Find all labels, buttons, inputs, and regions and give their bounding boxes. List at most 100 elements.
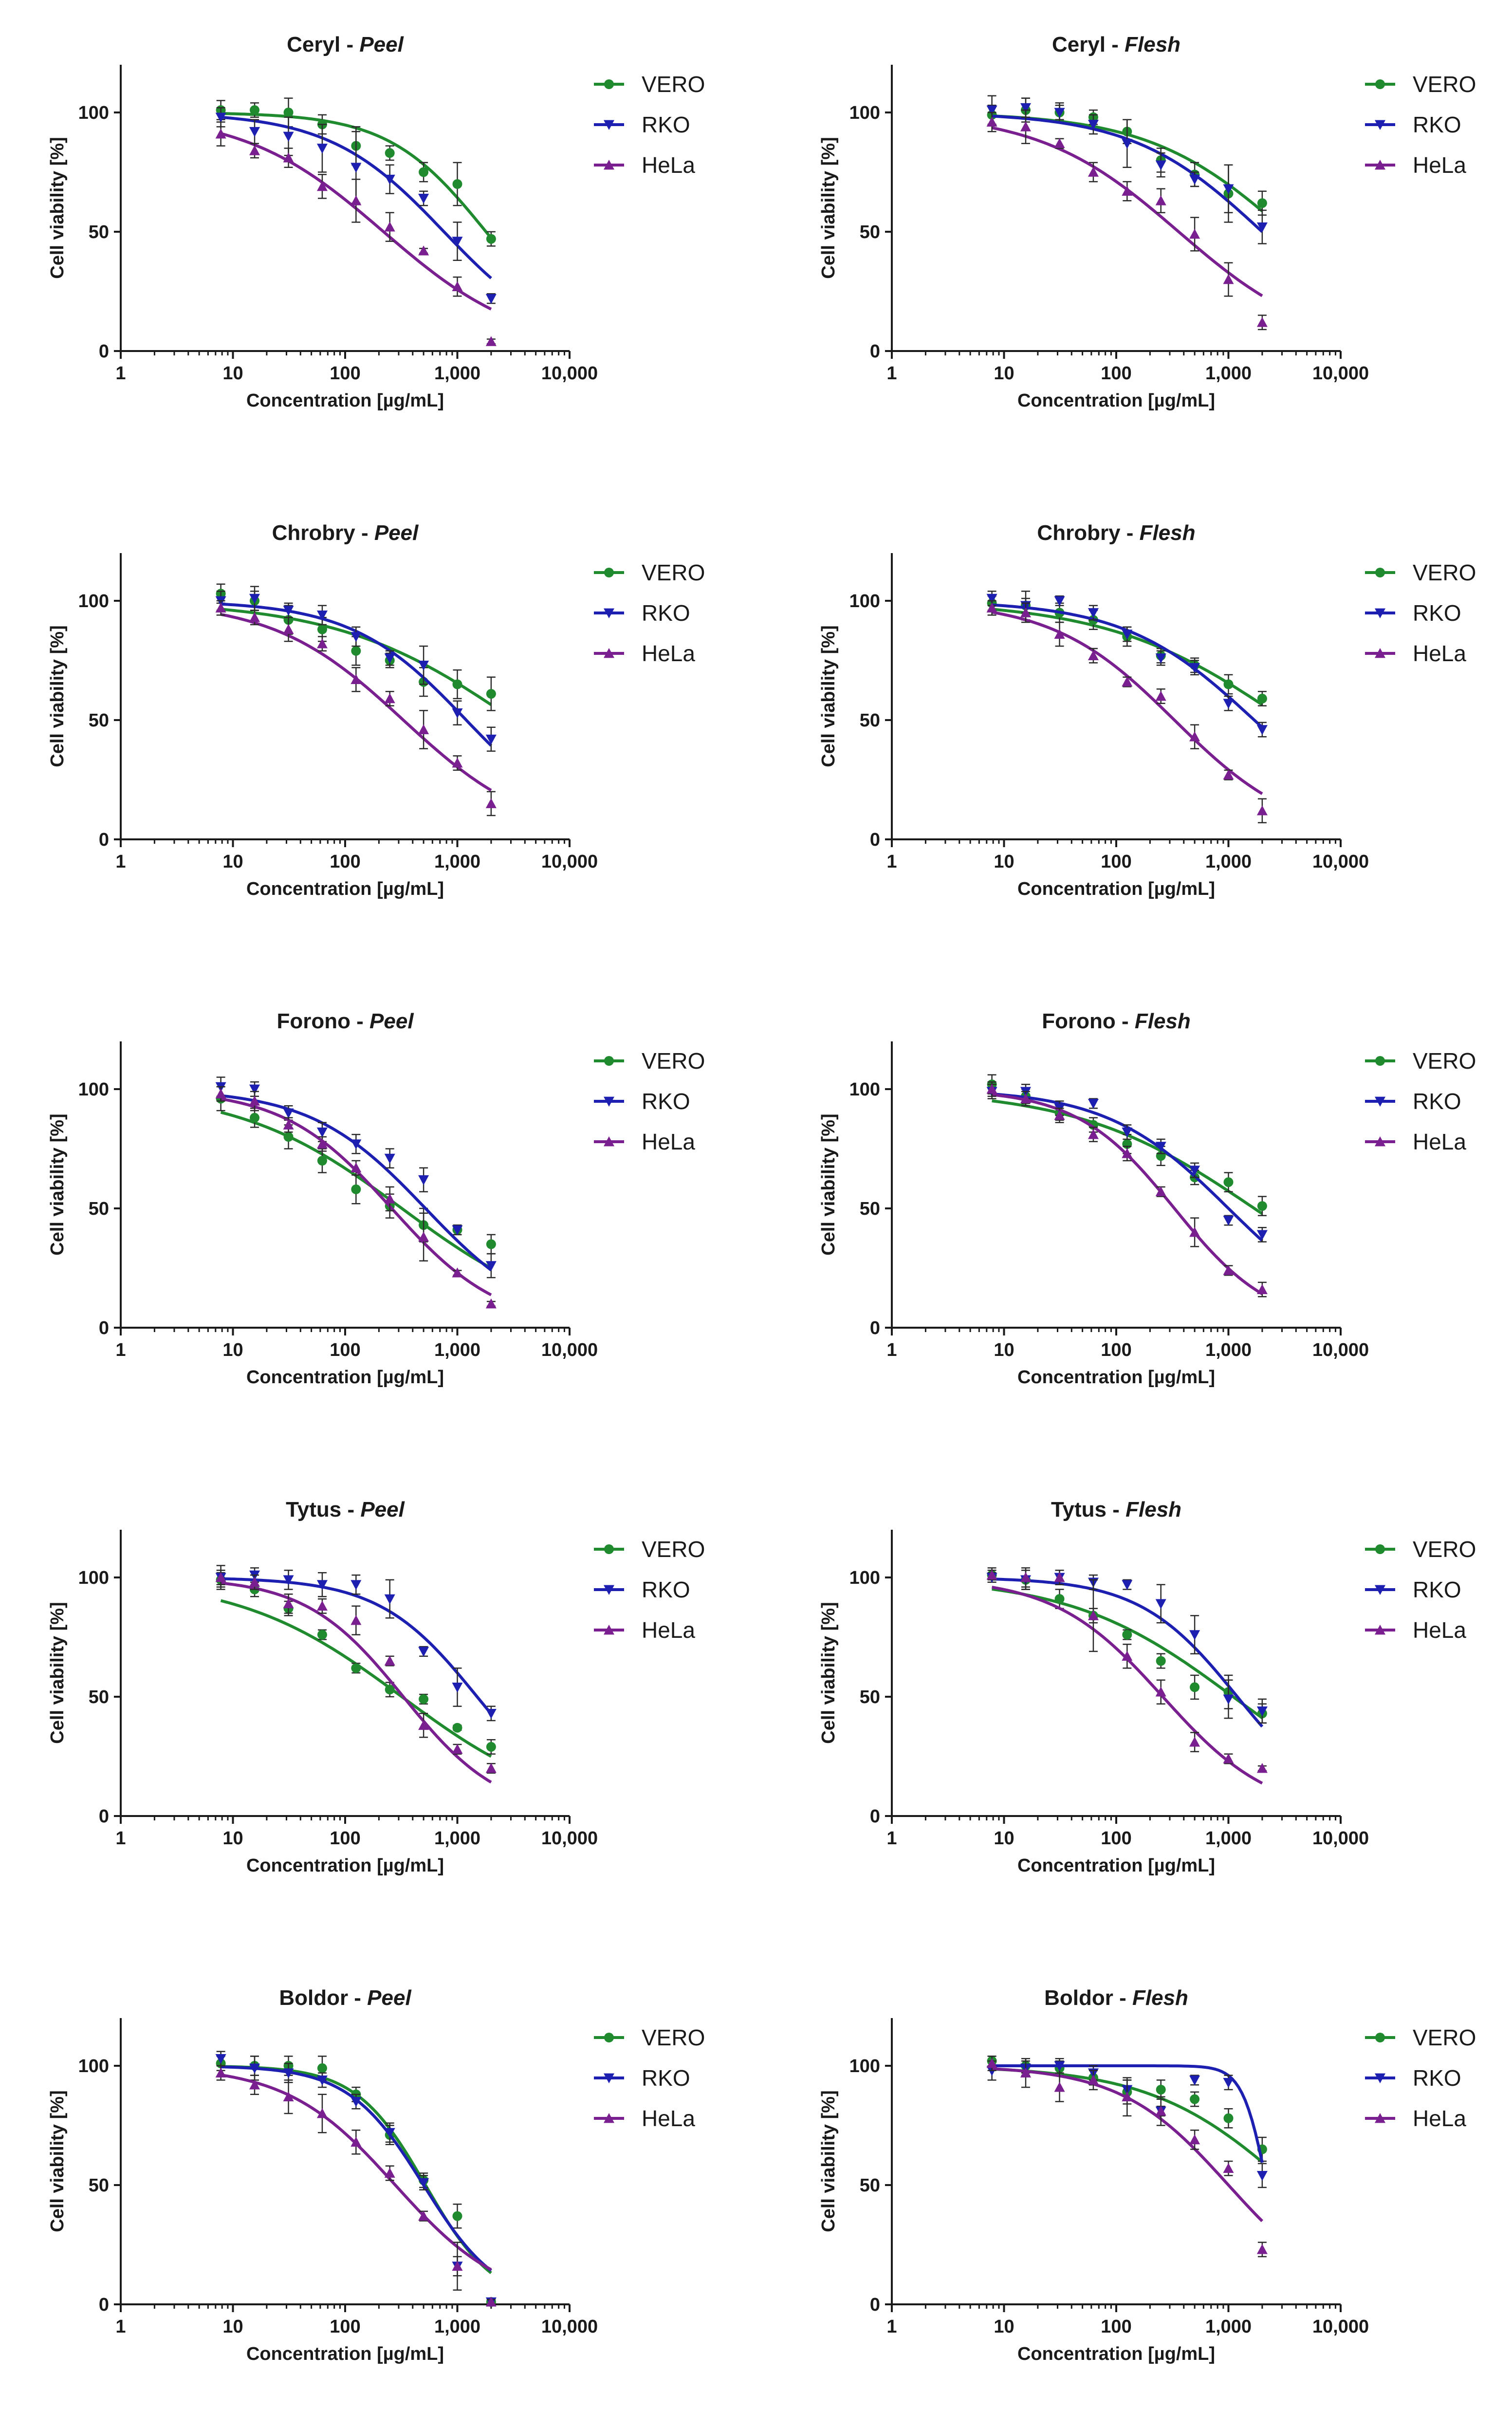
data-point-hela: [249, 1576, 260, 1587]
y-tick-label: 0: [99, 1318, 109, 1338]
data-point-hela: [316, 2108, 328, 2118]
x-tick-label: 100: [330, 2317, 360, 2337]
data-point-vero: [452, 1723, 462, 1733]
data-point-vero: [419, 167, 429, 177]
series-hela: [215, 600, 497, 816]
legend-marker-hela: [1375, 1625, 1385, 1635]
legend-label-rko: RKO: [642, 1089, 690, 1114]
data-point-rko: [283, 1108, 294, 1118]
legend-label-hela: HeLa: [642, 2106, 695, 2131]
data-point-hela: [1189, 2134, 1200, 2145]
chart-title: Ceryl - Flesh: [1052, 33, 1180, 56]
chart-title-sub: Flesh: [1132, 1986, 1188, 2010]
chart-title-sub: Flesh: [1125, 33, 1180, 56]
x-axis-label: Concentration [µg/mL]: [1017, 1367, 1215, 1388]
legend: VERO RKO HeLa: [594, 1048, 705, 1154]
data-point-hela: [485, 1298, 497, 1309]
data-point-hela: [249, 612, 260, 622]
legend-label-hela: HeLa: [1413, 2106, 1466, 2131]
data-point-rko: [452, 1683, 463, 1693]
legend: VERO RKO HeLa: [594, 2025, 705, 2131]
legend-marker-hela: [604, 648, 614, 658]
x-tick-label: 10: [994, 1828, 1014, 1849]
data-point-vero: [1122, 1630, 1132, 1640]
data-point-hela: [249, 2079, 260, 2090]
data-point-hela: [215, 2067, 226, 2078]
chart-title-sub: Peel: [360, 1498, 405, 1521]
x-tick-label: 1: [115, 363, 126, 384]
data-point-vero: [1054, 1594, 1065, 1604]
x-tick-label: 1,000: [434, 2317, 480, 2337]
data-point-hela: [384, 222, 395, 232]
data-point-rko: [452, 708, 463, 719]
data-point-rko: [283, 606, 294, 616]
y-tick-label: 50: [89, 710, 109, 731]
data-point-rko: [986, 105, 997, 116]
y-tick-label: 50: [89, 222, 109, 242]
series-vero: [216, 97, 496, 247]
data-point-rko: [350, 1139, 362, 1149]
data-point-rko: [1256, 725, 1268, 735]
series-hela: [986, 1567, 1268, 1785]
legend: VERO RKO HeLa: [594, 560, 705, 666]
data-point-hela: [452, 758, 463, 768]
data-point-hela: [350, 1162, 362, 1173]
y-tick-label: 0: [870, 341, 880, 362]
legend-marker-vero: [1375, 2033, 1385, 2042]
data-point-vero: [317, 2063, 327, 2073]
x-tick-label: 1: [115, 1828, 126, 1849]
y-tick-label: 50: [860, 1687, 880, 1707]
data-point-hela: [1122, 676, 1133, 686]
data-point-hela: [1256, 317, 1268, 327]
x-tick-label: 10,000: [541, 1828, 598, 1849]
data-point-vero: [1257, 693, 1267, 704]
legend-marker-vero: [604, 1544, 614, 1554]
x-axis-label: Concentration [µg/mL]: [246, 1855, 444, 1876]
data-point-hela: [1256, 1284, 1268, 1294]
data-point-hela: [452, 1267, 463, 1278]
y-axis-label: Cell viability [%]: [818, 1602, 839, 1743]
data-point-vero: [486, 689, 496, 699]
data-point-vero: [1257, 1201, 1267, 1211]
data-point-hela: [384, 2168, 395, 2178]
data-point-rko: [1256, 1706, 1268, 1717]
y-tick-label: 0: [870, 1806, 880, 1827]
chart-title-sub: Flesh: [1125, 1498, 1181, 1521]
data-point-hela: [350, 2136, 362, 2147]
data-point-rko: [1189, 663, 1200, 673]
y-axis-label: Cell viability [%]: [47, 2090, 68, 2232]
data-point-rko: [1189, 1630, 1200, 1640]
legend-label-rko: RKO: [642, 112, 690, 137]
data-point-rko: [249, 2063, 260, 2074]
x-tick-label: 1,000: [434, 1828, 480, 1849]
data-point-rko: [418, 1647, 429, 1657]
data-point-hela: [1020, 1093, 1032, 1103]
chart-panel: Boldor - Peel 0 50 100 1 10 100 1,000 10,000 Conc…: [47, 1986, 705, 2364]
legend-marker-rko: [1375, 1585, 1385, 1595]
data-point-rko: [1223, 699, 1234, 709]
legend-label-vero: VERO: [642, 1048, 705, 1074]
y-tick-label: 50: [89, 2175, 109, 2196]
chart-title-main: Ceryl -: [287, 33, 359, 56]
data-point-rko: [316, 144, 328, 154]
x-tick-label: 10,000: [541, 2317, 598, 2337]
chart-title-main: Ceryl -: [1052, 33, 1125, 56]
chart-panel: Forono - Peel 0 50 100 1 10 100 1,000 10,000 Conc…: [47, 1009, 705, 1388]
data-point-rko: [1189, 1166, 1200, 1176]
data-point-rko: [1088, 608, 1099, 618]
data-point-hela: [283, 1598, 294, 1609]
data-point-vero: [351, 1663, 361, 1673]
chart-title-main: Tytus -: [286, 1498, 360, 1521]
fit-curve-rko: [221, 1577, 493, 1715]
series-rko: [215, 1565, 497, 1722]
data-point-rko: [316, 2076, 328, 2086]
data-point-hela: [1223, 769, 1234, 780]
legend-marker-rko: [604, 1096, 614, 1107]
y-tick-label: 0: [99, 1806, 109, 1827]
chart-title-main: Boldor -: [1044, 1986, 1132, 2010]
legend: VERO RKO HeLa: [1365, 1048, 1476, 1154]
data-point-hela: [384, 693, 395, 704]
data-point-hela: [384, 1655, 395, 1666]
legend-label-vero: VERO: [642, 72, 705, 97]
